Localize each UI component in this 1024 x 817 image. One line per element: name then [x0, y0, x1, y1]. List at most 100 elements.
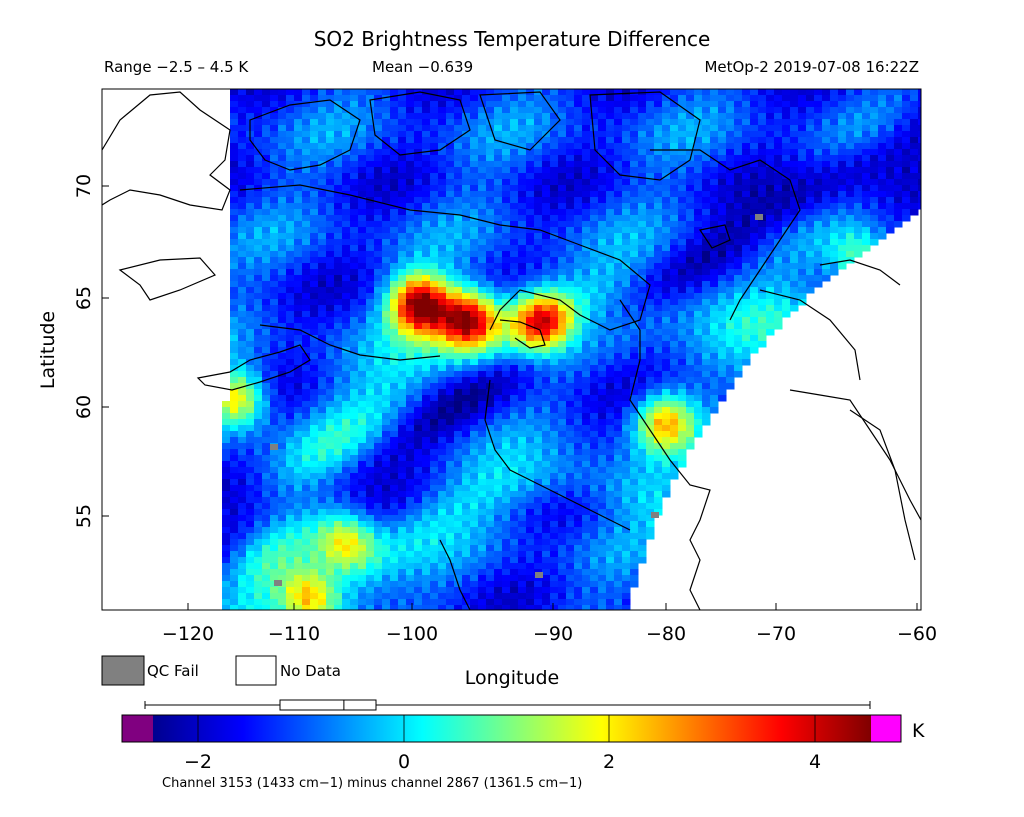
heatmap-cell — [598, 299, 607, 306]
heatmap-cell — [382, 119, 391, 126]
heatmap-cell — [302, 281, 311, 288]
heatmap-cell — [334, 95, 343, 102]
heatmap-cell — [294, 191, 303, 198]
heatmap-cell — [294, 323, 303, 330]
heatmap-cell — [254, 401, 263, 408]
heatmap-cell — [766, 275, 775, 282]
heatmap-cell — [590, 293, 599, 300]
heatmap-cell — [422, 389, 431, 396]
heatmap-cell — [238, 95, 247, 102]
heatmap-cell — [870, 233, 879, 240]
heatmap-cell — [310, 317, 319, 324]
heatmap-cell — [742, 113, 751, 120]
heatmap-cell — [542, 389, 551, 396]
heatmap-cell — [358, 371, 367, 378]
heatmap-cell — [574, 191, 583, 198]
heatmap-cell — [502, 467, 511, 474]
heatmap-cell — [678, 215, 687, 222]
heatmap-cell — [646, 293, 655, 300]
heatmap-cell — [238, 383, 247, 390]
heatmap-cell — [374, 479, 383, 486]
heatmap-cell — [854, 125, 863, 132]
heatmap-cell — [542, 407, 551, 414]
heatmap-cell — [446, 197, 455, 204]
heatmap-cell — [830, 245, 839, 252]
heatmap-cell — [694, 407, 703, 414]
heatmap-cell — [438, 245, 447, 252]
heatmap-cell — [270, 401, 279, 408]
heatmap-cell — [486, 443, 495, 450]
heatmap-cell — [758, 239, 767, 246]
heatmap-cell — [374, 185, 383, 192]
heatmap-cell — [622, 479, 631, 486]
heatmap-cell — [590, 269, 599, 276]
heatmap-cell — [286, 413, 295, 420]
heatmap-cell — [254, 239, 263, 246]
heatmap-cell — [350, 191, 359, 198]
heatmap-cell — [446, 281, 455, 288]
heatmap-cell — [766, 113, 775, 120]
heatmap-cell — [638, 407, 647, 414]
heatmap-cell — [542, 413, 551, 420]
heatmap-cell — [694, 209, 703, 216]
heatmap-cell — [814, 209, 823, 216]
heatmap-cell — [382, 215, 391, 222]
heatmap-cell — [286, 179, 295, 186]
heatmap-cell — [822, 95, 831, 102]
heatmap-cell — [470, 149, 479, 156]
heatmap-cell — [902, 125, 911, 132]
heatmap-cell — [566, 293, 575, 300]
heatmap-cell — [886, 149, 895, 156]
heatmap-cell — [486, 191, 495, 198]
heatmap-cell — [238, 359, 247, 366]
heatmap-cell — [766, 221, 775, 228]
heatmap-cell — [662, 263, 671, 270]
heatmap-cell — [398, 437, 407, 444]
heatmap-cell — [414, 401, 423, 408]
heatmap-cell — [582, 209, 591, 216]
heatmap-cell — [590, 107, 599, 114]
heatmap-cell — [286, 281, 295, 288]
heatmap-cell — [606, 167, 615, 174]
heatmap-cell — [654, 149, 663, 156]
heatmap-cell — [246, 161, 255, 168]
heatmap-cell — [750, 293, 759, 300]
heatmap-cell — [662, 161, 671, 168]
heatmap-cell — [342, 269, 351, 276]
heatmap-cell — [558, 209, 567, 216]
heatmap-cell — [246, 365, 255, 372]
heatmap-cell — [302, 191, 311, 198]
heatmap-cell — [702, 239, 711, 246]
heatmap-cell — [398, 95, 407, 102]
heatmap-cell — [374, 143, 383, 150]
heatmap-cell — [502, 347, 511, 354]
heatmap-cell — [462, 389, 471, 396]
heatmap-cell — [398, 257, 407, 264]
heatmap-cell — [622, 437, 631, 444]
heatmap-cell — [358, 431, 367, 438]
heatmap-cell — [350, 89, 359, 96]
heatmap-cell — [798, 131, 807, 138]
heatmap-cell — [654, 245, 663, 252]
heatmap-cell — [262, 233, 271, 240]
heatmap-cell — [710, 269, 719, 276]
heatmap-cell — [478, 389, 487, 396]
heatmap-cell — [750, 251, 759, 258]
heatmap-cell — [502, 311, 511, 318]
heatmap-cell — [286, 203, 295, 210]
heatmap-cell — [366, 449, 375, 456]
heatmap-cell — [622, 125, 631, 132]
heatmap-cell — [582, 335, 591, 342]
heatmap-cell — [638, 425, 647, 432]
heatmap-cell — [694, 251, 703, 258]
heatmap-cell — [782, 89, 791, 96]
heatmap-cell — [414, 95, 423, 102]
heatmap-cell — [310, 233, 319, 240]
heatmap-cell — [542, 233, 551, 240]
heatmap-cell — [630, 101, 639, 108]
heatmap-cell — [582, 437, 591, 444]
heatmap-cell — [638, 437, 647, 444]
heatmap-cell — [494, 473, 503, 480]
plot-title: SO2 Brightness Temperature Difference — [314, 27, 711, 51]
heatmap-cell — [662, 245, 671, 252]
